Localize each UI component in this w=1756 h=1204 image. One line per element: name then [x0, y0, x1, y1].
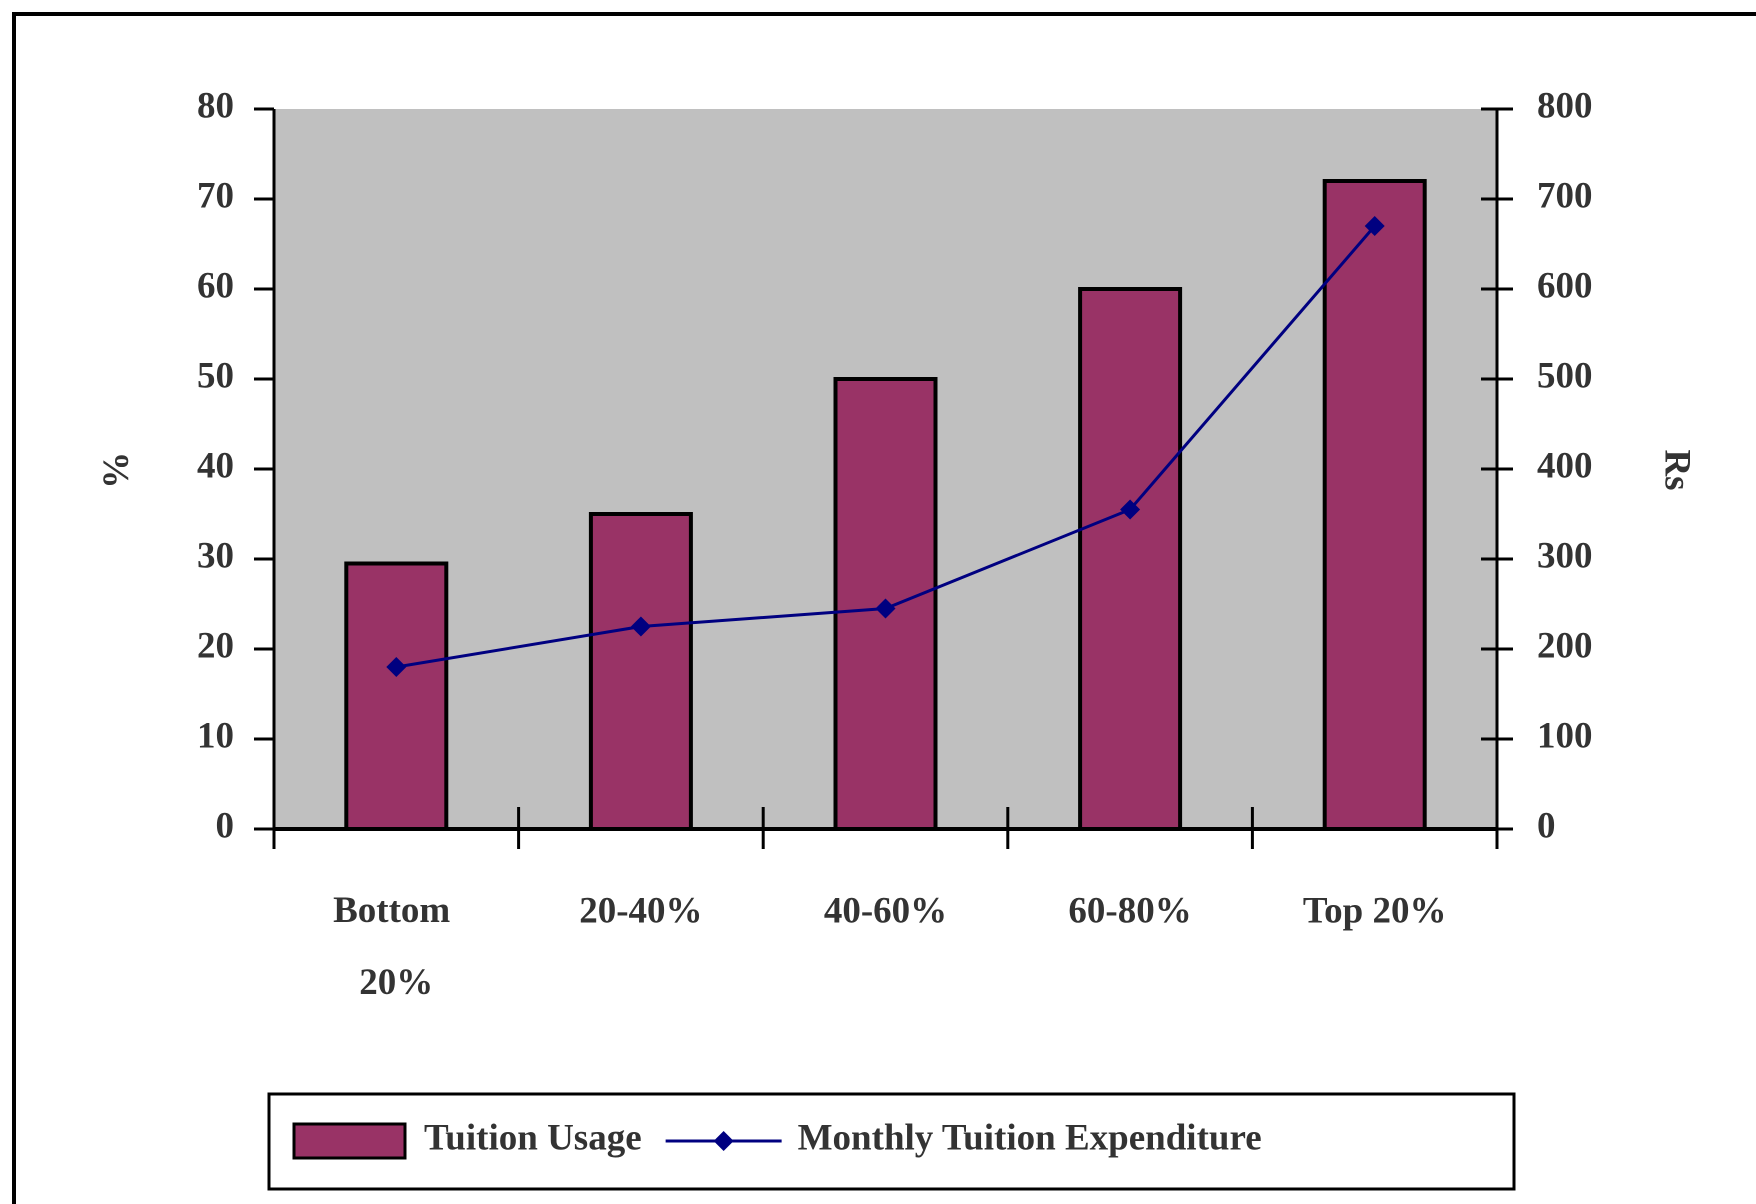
y2-tick-label: 400: [1537, 445, 1593, 486]
y2-tick-label: 600: [1537, 265, 1593, 306]
x-tick-label: 20-40%: [579, 890, 702, 931]
y2-tick-label: 0: [1537, 805, 1556, 846]
y2-tick-label: 700: [1537, 175, 1593, 216]
legend-box: [267, 1092, 1516, 1191]
line-marker: [875, 598, 896, 619]
y-tick-label: 20: [197, 625, 234, 666]
frame: [12, 12, 1756, 1204]
x-tick-label: Bottom 20%: [333, 890, 459, 1003]
x-tick-label-line: 20%: [359, 962, 433, 1003]
bar: [588, 512, 693, 831]
y2-tick-label: 800: [1537, 85, 1593, 126]
line-marker: [1364, 216, 1385, 236]
legend-marker: [713, 1131, 734, 1151]
y-tick-label: 0: [216, 805, 235, 846]
y2-axis-label: Rs: [1657, 449, 1698, 490]
legend-label: Tuition Usage: [424, 1117, 642, 1158]
line-marker: [386, 657, 407, 677]
y-tick-label: 60: [197, 265, 234, 306]
y2-tick-label: 300: [1537, 535, 1593, 576]
x-tick-label: 40-60%: [824, 890, 947, 931]
x-tick-label-line: Bottom: [333, 890, 459, 931]
y2-tick-label: 100: [1537, 715, 1593, 756]
legend-swatch: [292, 1122, 407, 1160]
y-tick-label: 40: [197, 445, 234, 486]
line-marker: [630, 616, 651, 637]
line-marker: [1120, 499, 1141, 520]
y-tick-label: 70: [197, 175, 234, 216]
y-axis-label: %: [95, 452, 136, 489]
y2-tick-label: 200: [1537, 625, 1593, 666]
bar: [344, 561, 449, 831]
x-tick-label: 60-80%: [1068, 890, 1191, 931]
y-tick-label: 30: [197, 535, 234, 576]
y-tick-label: 50: [197, 355, 234, 396]
x-tick-label: Top 20%: [1303, 890, 1447, 931]
y-tick-label: 10: [197, 715, 234, 756]
bar: [1322, 179, 1427, 831]
legend-label: Monthly Tuition Expenditure: [798, 1117, 1262, 1158]
bar: [1078, 287, 1183, 831]
y2-tick-label: 500: [1537, 355, 1593, 396]
y-tick-label: 80: [197, 85, 234, 126]
